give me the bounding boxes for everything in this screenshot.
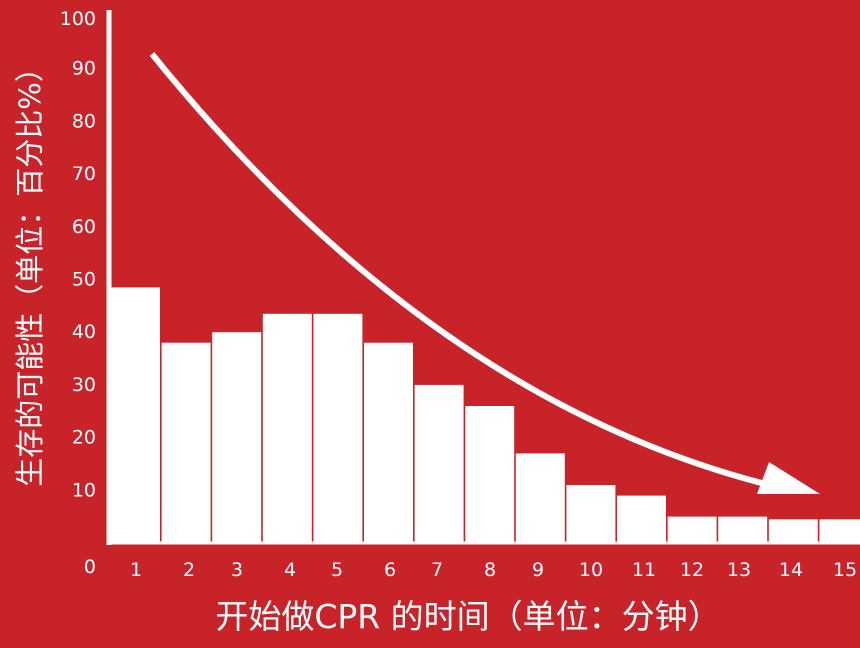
y-tick-60: 60 [72, 216, 96, 238]
bar-7 [414, 384, 464, 543]
bar-8 [465, 406, 515, 543]
x-tick-11: 11 [632, 559, 656, 581]
trend-arrow-head [757, 462, 820, 494]
y-tick-10: 10 [72, 479, 96, 501]
x-tick-5: 5 [331, 559, 343, 581]
x-tick-9: 9 [532, 559, 544, 581]
y-tick-50: 50 [72, 269, 96, 291]
bar-4 [262, 313, 312, 543]
bar-6 [364, 342, 413, 543]
x-tick-15: 15 [833, 559, 857, 581]
bar-13 [718, 516, 768, 543]
x-tick-10: 10 [579, 559, 603, 581]
bar-12 [667, 516, 717, 543]
bar-14 [768, 519, 818, 543]
y-tick-labels: 0 10 20 30 40 50 60 70 80 90 100 [60, 8, 96, 578]
y-tick-90: 90 [72, 58, 96, 80]
bars-group [111, 287, 860, 543]
y-tick-80: 80 [72, 110, 96, 132]
x-axis-label: 开始做CPR 的时间（单位：分钟） [215, 597, 720, 636]
x-tick-13: 13 [727, 559, 751, 581]
trend-arrow-line [149, 52, 791, 493]
y-tick-40: 40 [72, 321, 96, 343]
bar-1 [111, 287, 160, 543]
bar-9 [515, 453, 565, 543]
x-tick-8: 8 [484, 559, 496, 581]
y-tick-20: 20 [72, 427, 96, 449]
x-tick-12: 12 [680, 559, 704, 581]
x-tick-3: 3 [231, 559, 243, 581]
y-tick-30: 30 [72, 374, 96, 396]
y-tick-100: 100 [60, 8, 96, 30]
y-tick-0: 0 [84, 556, 96, 578]
bar-15 [819, 519, 860, 543]
bar-5 [313, 313, 363, 543]
bar-3 [212, 332, 262, 543]
x-tick-14: 14 [779, 559, 803, 581]
bar-2 [161, 342, 211, 543]
bar-10 [566, 485, 616, 543]
x-tick-7: 7 [431, 559, 443, 581]
x-tick-labels: 1 2 3 4 5 6 7 8 9 10 11 12 13 14 15 [130, 559, 857, 581]
y-tick-70: 70 [72, 163, 96, 185]
bar-11 [617, 495, 666, 543]
y-axis-label: 生存的可能性（单位：百分比%） [13, 53, 47, 487]
x-tick-6: 6 [384, 559, 396, 581]
x-tick-1: 1 [130, 559, 142, 581]
x-tick-2: 2 [183, 559, 195, 581]
x-tick-4: 4 [284, 559, 296, 581]
